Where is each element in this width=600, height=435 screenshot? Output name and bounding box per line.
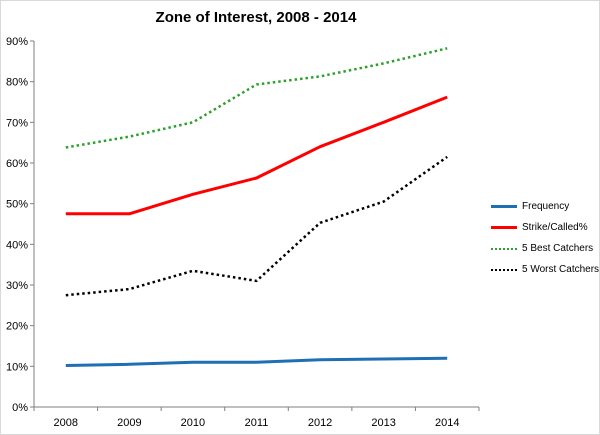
legend-item-strike-called: Strike/Called%: [491, 217, 596, 238]
chart-title: Zone of Interest, 2008 - 2014: [155, 9, 357, 26]
y-tick-label: 40%: [6, 239, 28, 251]
legend-label: Strike/Called%: [522, 222, 588, 233]
legend-label: Frequency: [522, 201, 570, 212]
series-line-5-worst-catchers: [65, 155, 448, 297]
legend-item-5-best-catchers: 5 Best Catchers: [491, 238, 596, 259]
x-tick-label: 2012: [308, 417, 332, 429]
legend-swatch: [491, 205, 517, 208]
y-tick-label: 10%: [6, 361, 28, 373]
y-tick-label: 90%: [6, 36, 28, 48]
y-tick-label: 20%: [6, 321, 28, 333]
series-line-frequency: [65, 356, 448, 367]
x-tick-label: 2009: [117, 417, 141, 429]
legend-item-5-worst-catchers: 5 Worst Catchers: [491, 259, 600, 280]
legend-swatch: [491, 268, 517, 271]
y-tick-label: 70%: [6, 117, 28, 129]
x-tick-label: 2014: [435, 417, 459, 429]
legend-item-frequency: Frequency: [491, 196, 596, 217]
legend-label: 5 Worst Catchers: [522, 264, 600, 275]
x-tick-label: 2013: [371, 417, 395, 429]
x-tick-label: 2008: [54, 417, 78, 429]
y-tick-label: 80%: [6, 77, 28, 89]
y-tick-label: 50%: [6, 199, 28, 211]
x-tick-label: 2011: [245, 417, 269, 429]
y-tick-label: 30%: [6, 280, 28, 292]
y-tick-label: 0%: [12, 402, 28, 414]
series-line-5-best-catchers: [65, 47, 448, 149]
y-tick-label: 60%: [6, 158, 28, 170]
legend: Frequency Strike/Called% 5 Best Catchers 5 …: [491, 196, 600, 280]
series-line-strike-called: [65, 95, 448, 216]
legend-swatch: [491, 247, 517, 250]
x-tick-label: 2010: [181, 417, 205, 429]
legend-swatch: [491, 226, 517, 229]
legend-label: 5 Best Catchers: [522, 243, 594, 254]
